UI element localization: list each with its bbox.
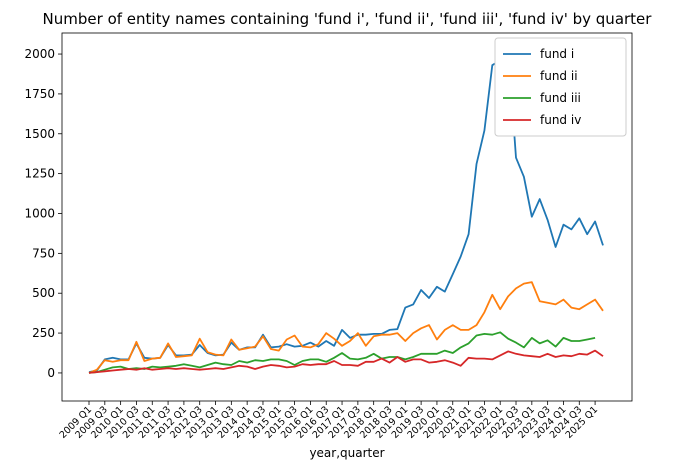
legend-label: fund iv bbox=[540, 113, 581, 127]
chart-title: Number of entity names containing 'fund … bbox=[43, 10, 653, 28]
y-tick-label: 500 bbox=[32, 286, 55, 300]
y-tick-label: 1750 bbox=[24, 87, 55, 101]
series-line bbox=[88, 349, 604, 374]
y-tick-label: 750 bbox=[32, 246, 55, 260]
y-tick-label: 1000 bbox=[24, 206, 55, 220]
plot-frame bbox=[61, 32, 633, 402]
y-tick-label: 0 bbox=[47, 366, 55, 380]
legend-label: fund iii bbox=[540, 91, 581, 105]
y-tick-label: 1500 bbox=[24, 127, 55, 141]
series-line bbox=[88, 281, 604, 374]
legend-box bbox=[494, 37, 627, 137]
y-tick-label: 2000 bbox=[24, 47, 55, 61]
legend-label: fund i bbox=[540, 47, 574, 61]
y-tick-label: 250 bbox=[32, 326, 55, 340]
legend-label: fund ii bbox=[540, 69, 578, 83]
series-line bbox=[88, 331, 596, 374]
x-axis-label: year,quarter bbox=[309, 446, 384, 460]
y-tick-label: 1250 bbox=[24, 167, 55, 181]
